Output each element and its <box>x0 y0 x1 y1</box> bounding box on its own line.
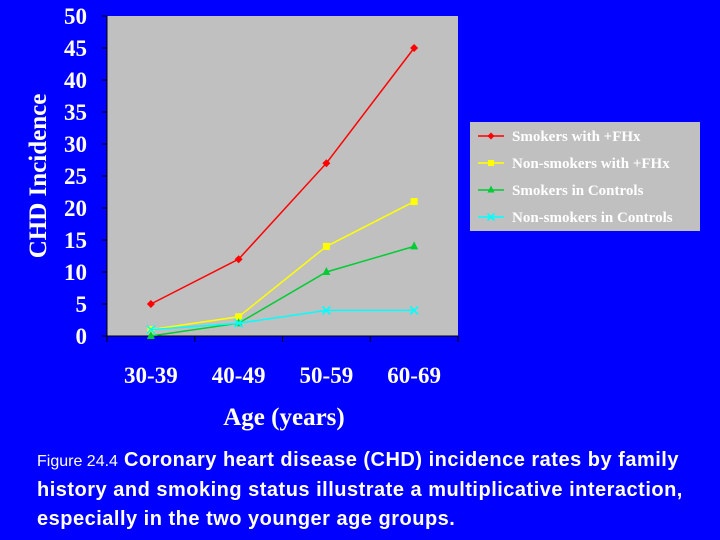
data-point <box>410 198 418 206</box>
data-point <box>146 331 155 339</box>
x-axis-title: Age (years) <box>223 404 344 431</box>
legend-box <box>470 122 700 231</box>
y-tick-label: 0 <box>76 324 88 349</box>
data-point <box>321 305 331 315</box>
figure-label: Figure 24.4 <box>37 453 118 470</box>
x-tick-label: 30-39 <box>124 363 178 388</box>
data-point-stroke <box>486 212 496 222</box>
data-point <box>322 267 331 275</box>
y-tick-label: 10 <box>64 260 87 285</box>
y-tick-label: 25 <box>64 164 87 189</box>
data-point-stroke <box>234 318 244 328</box>
data-point <box>322 159 331 168</box>
legend-entry-2: Non-smokers with +FHx <box>478 156 670 172</box>
caption-text: Coronary heart disease (CHD) incidence r… <box>37 449 683 530</box>
data-point <box>486 212 496 222</box>
legend-entry-4: Non-smokers in Controls <box>478 210 673 226</box>
legend-label: Smokers in Controls <box>512 183 644 199</box>
series-1 <box>146 44 419 308</box>
x-tick-label: 50-59 <box>300 363 354 388</box>
x-tick-label: 60-69 <box>387 363 441 388</box>
series-line <box>150 309 415 331</box>
data-point-stroke <box>321 305 331 315</box>
data-point-stroke <box>409 305 419 315</box>
data-point <box>410 44 419 52</box>
legend-label: Smokers with +FHx <box>512 129 641 145</box>
y-tick-label: 35 <box>64 100 87 125</box>
series-4 <box>146 305 419 335</box>
y-tick-label: 30 <box>64 132 87 157</box>
y-tick-label: 45 <box>64 36 87 61</box>
y-tick-label: 15 <box>64 228 87 253</box>
data-point <box>409 305 419 315</box>
data-point <box>234 255 243 264</box>
legend: Smokers with +FHx Non-smokers with +FHx Sm… <box>470 122 700 231</box>
data-point-stroke <box>146 325 156 335</box>
y-tick-label: 20 <box>64 196 87 221</box>
figure-caption: Figure 24.4 Coronary heart disease (CHD)… <box>37 446 717 534</box>
legend-label: Non-smokers with +FHx <box>512 156 670 172</box>
y-tick-label: 50 <box>64 4 87 29</box>
data-point <box>235 313 243 321</box>
series-line <box>150 245 415 337</box>
legend-entry-3: Smokers in Controls <box>478 183 644 199</box>
data-point <box>146 325 156 335</box>
series-line <box>150 200 415 331</box>
legend-entry-1: Smokers with +FHx <box>478 129 641 145</box>
series-layer <box>146 44 419 339</box>
data-point <box>146 300 155 308</box>
y-axis: 0 5 10 15 20 25 30 35 40 45 50 <box>64 4 108 349</box>
data-point <box>488 160 494 166</box>
x-axis: 30-39 40-49 50-59 60-69 <box>106 335 459 388</box>
y-axis-title: CHD Incidence <box>25 94 52 259</box>
series-line <box>150 47 415 305</box>
y-tick-label: 40 <box>64 68 87 93</box>
y-tick-label: 5 <box>76 292 88 317</box>
data-point <box>234 318 244 328</box>
data-point <box>322 242 330 250</box>
data-point <box>410 241 419 250</box>
legend-label: Non-smokers in Controls <box>512 210 673 226</box>
x-tick-label: 40-49 <box>212 363 266 388</box>
data-point <box>487 132 495 140</box>
data-point <box>487 185 495 193</box>
plot-area <box>107 16 458 336</box>
